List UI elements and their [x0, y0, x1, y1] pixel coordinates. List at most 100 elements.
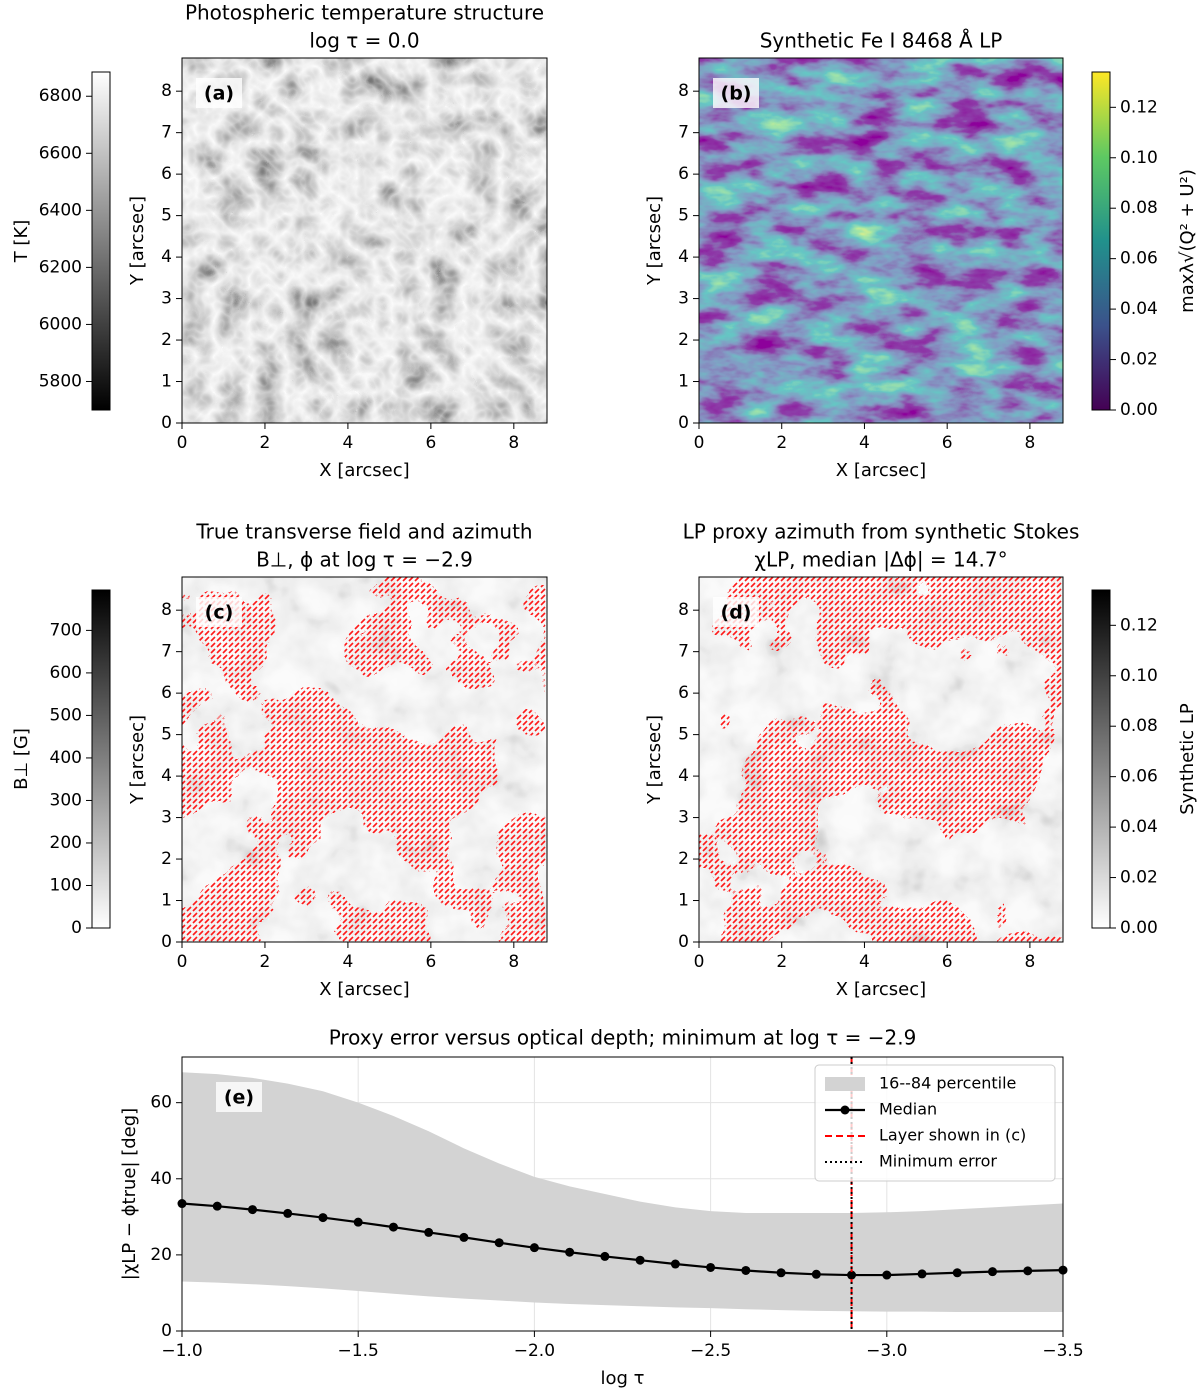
median-marker — [424, 1227, 434, 1237]
y-tick-label: 1 — [678, 372, 689, 392]
colorbar-tick-label: 500 — [50, 705, 82, 725]
median-marker — [706, 1262, 716, 1272]
y-tick-label: 6 — [161, 164, 172, 184]
y-tick-label: 8 — [161, 81, 172, 101]
chart-title: Synthetic Fe I 8468 Å LP — [760, 29, 1003, 53]
x-tick-label: 8 — [1024, 952, 1035, 972]
legend-label: 16--84 percentile — [879, 1074, 1016, 1093]
median-marker — [353, 1217, 363, 1227]
colorbar-tick-label: 100 — [50, 875, 82, 895]
median-marker — [529, 1243, 539, 1253]
y-tick-label: 0 — [678, 413, 689, 433]
y-tick-label: 8 — [678, 600, 689, 620]
y-axis-label: |χLP − ϕtrue| [deg] — [119, 1108, 140, 1280]
y-axis-label: Y [arcsec] — [644, 715, 665, 805]
y-tick-label: 3 — [161, 289, 172, 309]
panel-label-box — [713, 78, 759, 108]
colorbar-label: Synthetic LP — [1177, 703, 1198, 815]
colorbar-tick-label: 400 — [50, 748, 82, 768]
axes-frame — [181, 1056, 1064, 1332]
y-tick-label: 4 — [678, 766, 689, 786]
panel-label: (a) — [204, 83, 234, 105]
colorbar-tick-label: 0.06 — [1120, 249, 1158, 269]
y-tick-label: 3 — [678, 808, 689, 828]
y-tick-label: 4 — [161, 766, 172, 786]
x-tick-label: 2 — [776, 433, 787, 453]
chart-title: LP proxy azimuth from synthetic Stokes — [683, 520, 1080, 544]
y-tick-label: 4 — [161, 247, 172, 267]
colorbar-tick-label: 6000 — [39, 314, 82, 334]
panel-label: (c) — [205, 602, 234, 624]
y-tick-label: 3 — [161, 808, 172, 828]
x-tick-label: −3.5 — [1042, 1341, 1083, 1361]
axes-frame — [181, 576, 548, 943]
median-marker — [952, 1268, 962, 1278]
x-axis-label: X [arcsec] — [319, 460, 409, 481]
x-tick-label: 0 — [177, 952, 188, 972]
median-marker — [565, 1247, 575, 1257]
y-tick-label: 2 — [678, 849, 689, 869]
y-tick-label: 4 — [678, 247, 689, 267]
x-tick-label: −2.5 — [690, 1341, 731, 1361]
panel-label: (e) — [224, 1087, 254, 1109]
colorbar-tick-label: 0.00 — [1120, 400, 1158, 420]
y-tick-label: 2 — [678, 330, 689, 350]
colorbar-tick-label: 200 — [50, 833, 82, 853]
x-axis-label: log τ — [601, 1368, 645, 1389]
y-tick-label: 0 — [161, 1321, 172, 1341]
colorbar-tick-label: 6800 — [39, 86, 82, 106]
colorbar-tick-label: 6400 — [39, 200, 82, 220]
median-marker — [670, 1259, 680, 1269]
chart-title: Photospheric temperature structure — [185, 1, 544, 25]
y-tick-label: 7 — [678, 642, 689, 662]
x-tick-label: 6 — [425, 433, 436, 453]
y-tick-label: 0 — [678, 932, 689, 952]
y-axis-label: Y [arcsec] — [127, 196, 148, 286]
x-tick-label: 6 — [425, 952, 436, 972]
median-marker — [882, 1270, 892, 1280]
y-tick-label: 0 — [161, 413, 172, 433]
median-line — [181, 1202, 1064, 1277]
median-marker — [212, 1201, 222, 1211]
colorbar-tick-label: 700 — [50, 620, 82, 640]
y-tick-label: 5 — [678, 725, 689, 745]
colorbar-tick-label: 6200 — [39, 257, 82, 277]
median-marker — [247, 1205, 257, 1215]
axes-frame — [698, 57, 1064, 424]
median-marker — [318, 1213, 328, 1223]
colorbar-tick-label: 0.08 — [1120, 198, 1158, 218]
colorbar-tick-label: 0.06 — [1120, 767, 1158, 787]
chart-title: B⊥, ϕ at log τ = −2.9 — [256, 548, 473, 572]
colorbar-tick-label: 0.02 — [1120, 868, 1158, 888]
panel-label-box — [216, 1082, 262, 1112]
percentile-band — [182, 1072, 1063, 1312]
y-tick-label: 20 — [150, 1245, 172, 1265]
legend-label: Median — [879, 1100, 937, 1119]
colorbar-tick-label: 0.02 — [1120, 350, 1158, 370]
image — [182, 58, 547, 423]
colorbar-tick-label: 0.08 — [1120, 716, 1158, 736]
colorbar-tick-label: 0.00 — [1120, 918, 1158, 938]
x-tick-label: 8 — [1024, 433, 1035, 453]
y-tick-label: 6 — [678, 164, 689, 184]
x-tick-label: 2 — [776, 952, 787, 972]
vector-overlay — [182, 577, 547, 942]
y-axis-label: Y [arcsec] — [644, 196, 665, 286]
median-marker — [494, 1238, 504, 1248]
median-marker — [847, 1270, 857, 1280]
y-tick-label: 1 — [678, 891, 689, 911]
x-tick-label: 8 — [508, 952, 519, 972]
y-tick-label: 60 — [150, 1093, 172, 1113]
x-tick-label: −3.0 — [866, 1341, 907, 1361]
colorbar-tick-label: 0 — [71, 918, 82, 938]
median-marker — [1023, 1266, 1033, 1276]
colorbar-tick-label: 6600 — [39, 143, 82, 163]
y-tick-label: 7 — [161, 123, 172, 143]
x-tick-label: 0 — [694, 952, 705, 972]
colorbar — [1091, 589, 1111, 929]
y-tick-label: 6 — [161, 683, 172, 703]
y-axis-label: Y [arcsec] — [127, 715, 148, 805]
median-marker — [635, 1255, 645, 1265]
y-tick-label: 3 — [678, 289, 689, 309]
